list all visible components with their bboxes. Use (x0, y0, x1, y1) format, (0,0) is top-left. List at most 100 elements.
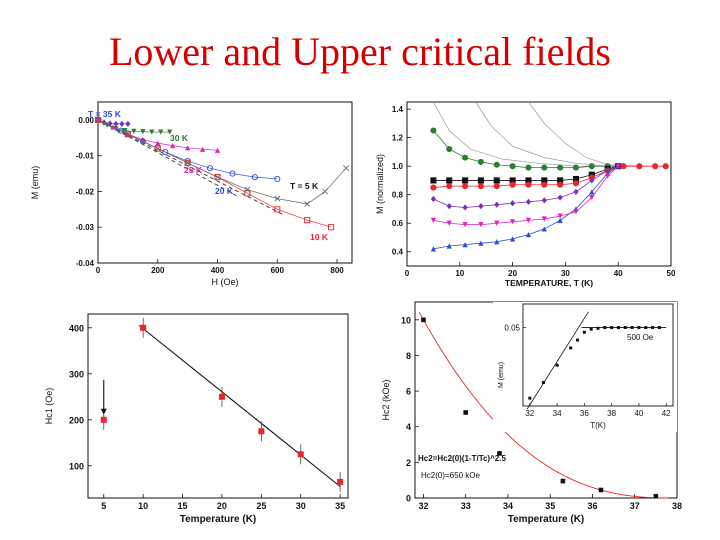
mt-data-point (525, 198, 532, 205)
mt-data-point (557, 164, 564, 171)
hc2-ytick-label: 0 (406, 494, 411, 504)
mh-data-point (117, 127, 124, 134)
hc2-xtick-label: 37 (630, 501, 640, 511)
mh-series (94, 116, 335, 231)
hc2-inset-data-point (576, 338, 580, 342)
mt-data-point (525, 217, 532, 223)
hc2-inset-data-point (582, 330, 586, 334)
hc1-data-point (218, 393, 225, 400)
mt-data-point (510, 200, 516, 207)
mh-data-point (214, 174, 221, 181)
hc1-arrow-head (100, 408, 107, 415)
hc2-inset-ylabel: M (emu) (498, 362, 505, 388)
slide-title: Lower and Upper critical fields (108, 29, 611, 74)
hc2-inset-xlabel: T(K) (590, 421, 606, 430)
mh-xtick-label: 200 (151, 266, 165, 275)
mt-series (430, 163, 621, 252)
hc2-data-point (421, 317, 426, 323)
mh-data-point (229, 170, 236, 177)
mt-data-point (589, 189, 595, 195)
hc2-ylabel: Hc2 (kOe) (381, 379, 391, 420)
mh-annotation: T = 5 K (290, 181, 319, 191)
mh-data-point (95, 116, 101, 123)
mt-data-point (493, 183, 500, 190)
hc1-data-point (100, 416, 107, 423)
mt-data-point (493, 177, 500, 184)
mh-data-point (139, 138, 146, 145)
hc2-inset-data-point (603, 326, 607, 330)
hc1-fit-line (138, 325, 341, 487)
mt-data-point (493, 161, 500, 168)
mh-data-point (124, 131, 131, 138)
mh-data-point (328, 224, 335, 231)
mt-xtick-label: 0 (405, 269, 410, 278)
mt-ytick-label: 1.2 (392, 134, 404, 143)
mh-frame (97, 101, 353, 264)
mt-xtick-label: 40 (614, 269, 623, 278)
hc2-data-point (463, 410, 469, 415)
hc1-xlabel: Temperature (K) (180, 514, 257, 525)
mt-data-point (573, 209, 579, 215)
hc2-xtick-label: 33 (461, 501, 471, 511)
hc2-inset-xtick-label: 32 (525, 409, 534, 418)
mh-data-point (184, 159, 191, 166)
hc1-xtick-label: 5 (101, 501, 106, 511)
mt-data-point (430, 217, 436, 223)
mh-data-point (154, 145, 161, 152)
mt-data-point (478, 203, 484, 210)
mt-series-line (433, 165, 666, 188)
mh-data-point (122, 128, 128, 134)
mt-data-point (494, 239, 500, 245)
hc2-inset-data-point (610, 326, 614, 330)
hc2-inset-background (493, 302, 677, 432)
mt-data-point (525, 232, 532, 238)
mt-data-point (588, 163, 595, 170)
mh-data-point (125, 120, 131, 127)
mt-data-point (541, 216, 547, 222)
mt-ytick-label: 0.4 (392, 248, 404, 257)
mh-data-point (244, 190, 251, 197)
hc2-ytick-label: 6 (406, 387, 411, 397)
mt-reference-curve (528, 101, 645, 167)
mh-series (95, 116, 349, 207)
hc1-vs-temperature-chart: 5 10 15 20 25 30 35 100 200 300 400 Temperature (K)… (44, 313, 349, 525)
hc2-xtick-label: 34 (503, 501, 513, 511)
mh-data-point (185, 145, 191, 151)
mt-data-point (541, 164, 548, 171)
mh-ytick-label: -0.04 (76, 259, 95, 268)
hc1-ytick-label: 200 (69, 415, 84, 425)
mt-frame (406, 101, 672, 267)
mh-guide-line (97, 119, 239, 198)
hc2-inset-data-point (596, 326, 600, 330)
hc1-data-point (337, 478, 344, 485)
mt-data-point (557, 217, 563, 223)
mt-data-point (541, 226, 547, 232)
mt-data-point (477, 177, 484, 184)
mt-xtick-label: 30 (561, 269, 570, 278)
hc2-inset-data-point (589, 327, 593, 331)
mt-data-point (509, 163, 516, 170)
mt-data-point (510, 236, 516, 242)
hc2-inset-xtick-label: 34 (553, 409, 562, 418)
mt-data-point (573, 188, 579, 195)
mt-data-point (615, 163, 621, 169)
hc2-inset-frame (522, 303, 674, 407)
mt-data-point (557, 181, 564, 188)
mh-data-point (170, 143, 176, 149)
mh-data-point (131, 128, 137, 134)
mt-data-point (462, 183, 469, 190)
mh-data-point (251, 174, 258, 181)
hc1-data-point (140, 324, 147, 331)
hc2-inset-xtick-label: 40 (634, 409, 643, 418)
hc2-xtick-label: 35 (545, 501, 555, 511)
mh-ytick-label: 0.00 (78, 116, 94, 125)
mh-data-point (104, 122, 110, 128)
mt-data-point (541, 181, 548, 188)
hc2-data-point (653, 493, 659, 499)
mt-data-point (477, 183, 484, 190)
hc2-fit-formula: Hc2=Hc2(0)(1-T/Tc)^2.5 (418, 454, 506, 463)
hc2-ytick-label: 8 (406, 351, 411, 361)
mt-data-point (430, 127, 437, 134)
mh-data-point (155, 140, 161, 146)
mt-ytick-label: 1.0 (392, 162, 404, 171)
